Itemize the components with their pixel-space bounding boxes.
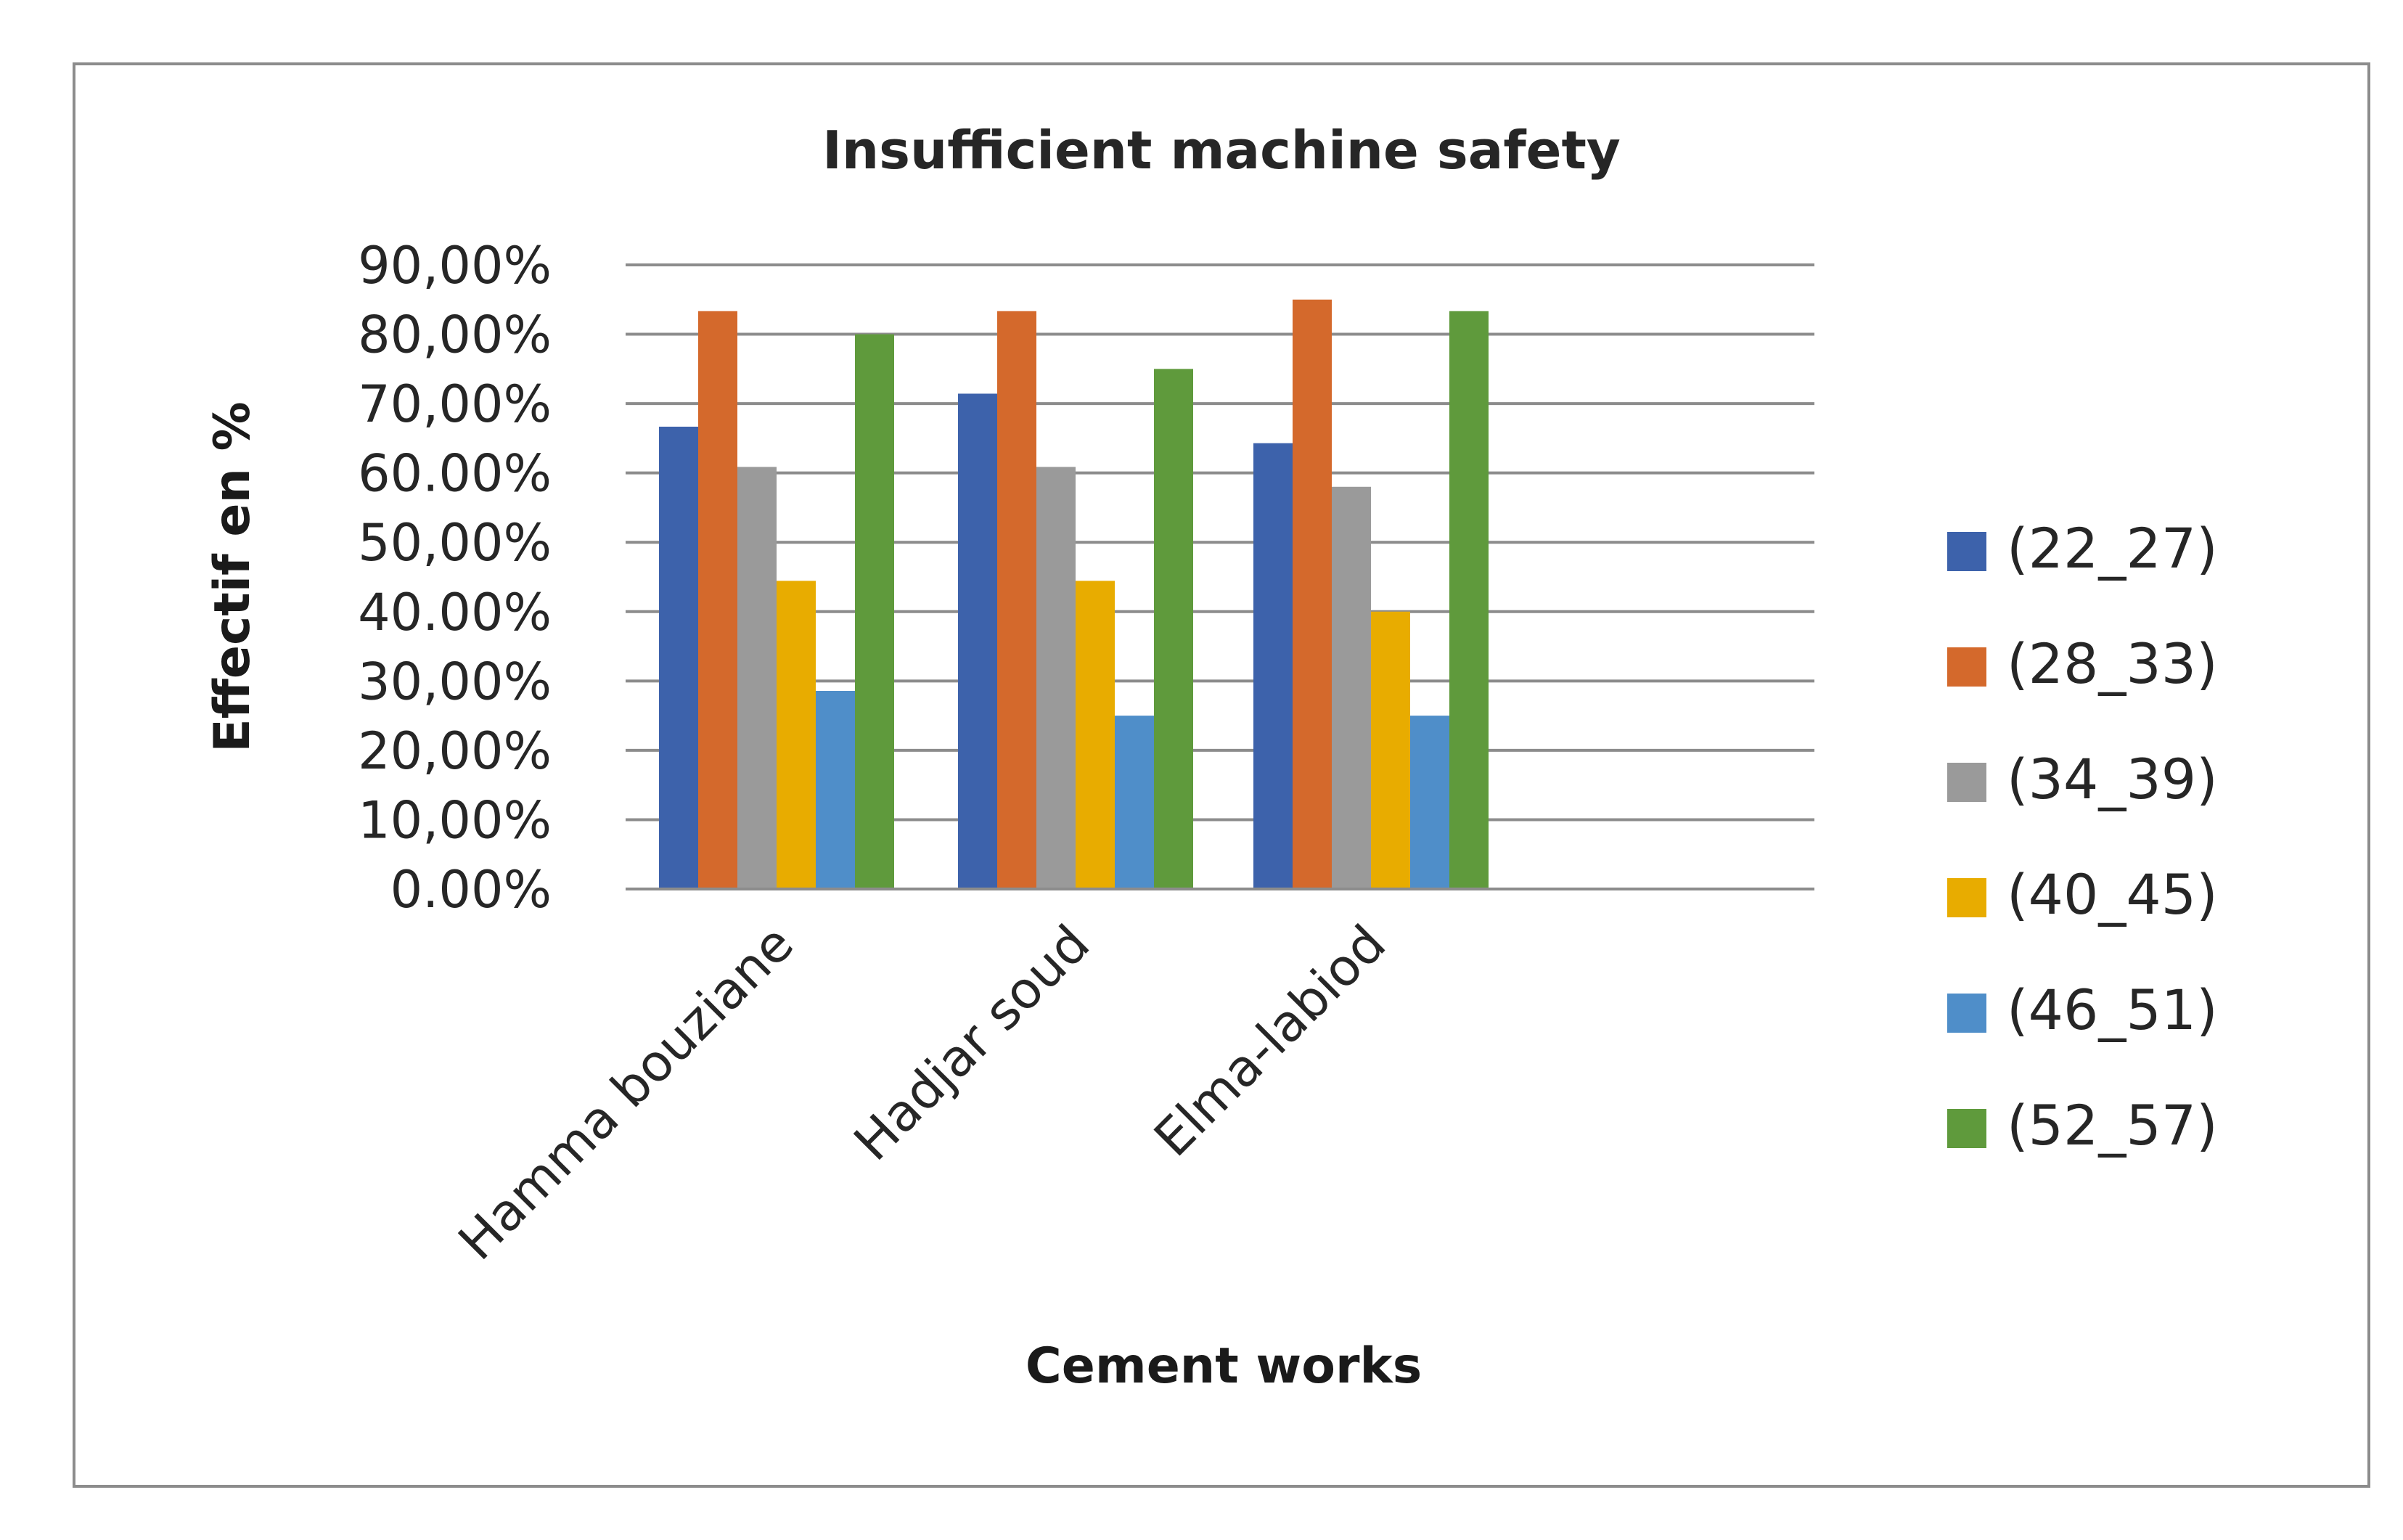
legend-label: (40_45) <box>2007 862 2218 927</box>
bar <box>737 467 777 889</box>
y-axis-title: Effectif en % <box>204 401 261 752</box>
bar <box>855 334 894 889</box>
y-tick-label: 0.00% <box>390 860 552 920</box>
legend-swatch <box>1947 994 1986 1033</box>
legend-swatch <box>1947 647 1986 687</box>
y-axis-ticks: 0.00% 10,00% 20,00% 30,00% 40.00% 50,00% 60.00… <box>358 236 552 920</box>
legend-label: (52_57) <box>2007 1093 2218 1158</box>
x-axis-title: Cement works <box>1026 1338 1422 1395</box>
y-tick-label: 40.00% <box>358 583 552 642</box>
y-tick-label: 30,00% <box>358 652 552 711</box>
legend-swatch <box>1947 532 1986 571</box>
legend-label: (34_39) <box>2007 747 2218 811</box>
bar <box>997 311 1036 889</box>
bar <box>1253 443 1293 889</box>
y-tick-label: 20,00% <box>358 721 552 781</box>
bar <box>1293 299 1332 889</box>
bar <box>698 311 737 889</box>
legend-label: (28_33) <box>2007 631 2218 696</box>
y-tick-label: 90,00% <box>358 236 552 295</box>
bars <box>659 299 1489 889</box>
bar <box>816 690 855 889</box>
bar <box>1371 611 1410 889</box>
bar <box>777 581 816 889</box>
bar <box>958 393 997 889</box>
y-tick-label: 70,00% <box>358 374 552 434</box>
y-tick-label: 50,00% <box>358 513 552 573</box>
legend-swatch <box>1947 878 1986 917</box>
bar <box>1076 581 1115 889</box>
chart-title: Insufficient machine safety <box>822 120 1621 181</box>
legend-label: (46_51) <box>2007 978 2218 1042</box>
legend: (22_27) (28_33) (34_39) (40_45) (46_51) (52_5… <box>1947 516 2218 1158</box>
bar <box>659 426 698 889</box>
bar <box>1154 369 1193 889</box>
legend-label: (22_27) <box>2007 516 2218 581</box>
bar <box>1036 467 1076 889</box>
bar <box>1332 486 1371 889</box>
bar <box>1410 716 1449 889</box>
legend-swatch <box>1947 763 1986 802</box>
y-tick-label: 80,00% <box>358 306 552 365</box>
bar <box>1449 311 1489 889</box>
y-tick-label: 60.00% <box>358 444 552 504</box>
y-tick-label: 10,00% <box>358 790 552 850</box>
bar <box>1115 716 1154 889</box>
legend-swatch <box>1947 1109 1986 1148</box>
